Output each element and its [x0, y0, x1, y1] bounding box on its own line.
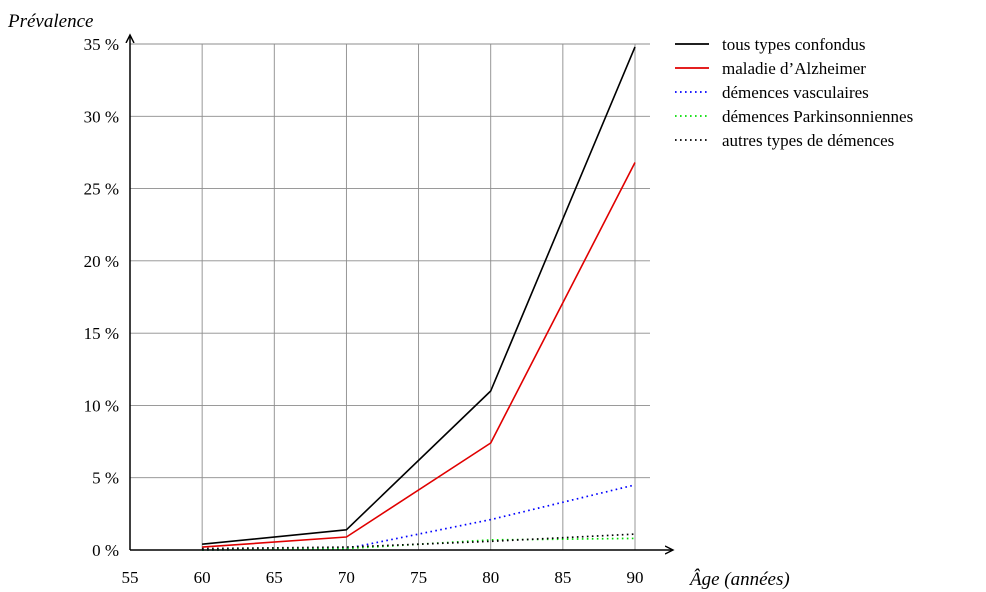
y-tick-label: 35 % — [84, 35, 119, 54]
y-axis-title: Prévalence — [7, 11, 93, 32]
series-line-5 — [202, 533, 636, 550]
legend-label: maladie d’Alzheimer — [722, 59, 866, 78]
legend-label: autres types de démences — [722, 131, 894, 150]
tick-labels: 55 60 65 70 75 80 85 90 0 % 5 % 10 % 15 % 20 % 25 % 30… — [84, 35, 644, 587]
y-tick-label: 0 % — [92, 541, 119, 560]
series-line-2 — [202, 162, 636, 548]
x-tick-label: 80 — [482, 568, 499, 587]
x-axis-title: Âge (années) — [688, 568, 790, 590]
x-tick-label: 90 — [627, 568, 644, 587]
series-line-1 — [202, 46, 636, 545]
x-tick-label: 55 — [122, 568, 139, 587]
y-tick-label: 15 % — [84, 324, 119, 343]
x-tick-label: 85 — [554, 568, 571, 587]
y-tick-label: 20 % — [84, 252, 119, 271]
axes — [130, 36, 672, 550]
legend: tous types confondus maladie d’Alzheimer d… — [675, 35, 913, 150]
legend-label: démences vasculaires — [722, 83, 869, 102]
y-tick-label: 25 % — [84, 180, 119, 199]
x-tick-label: 70 — [338, 568, 355, 587]
legend-label: tous types confondus — [722, 35, 866, 54]
x-tick-label: 60 — [194, 568, 211, 587]
series-lines — [202, 46, 636, 551]
x-tick-label: 75 — [410, 568, 427, 587]
x-tick-label: 65 — [266, 568, 283, 587]
y-tick-label: 5 % — [92, 469, 119, 488]
y-tick-label: 30 % — [84, 107, 119, 126]
grid — [130, 43, 650, 550]
series-line-3 — [202, 484, 636, 551]
legend-label: démences Parkinsonniennes — [722, 107, 913, 126]
y-tick-label: 10 % — [84, 396, 119, 415]
